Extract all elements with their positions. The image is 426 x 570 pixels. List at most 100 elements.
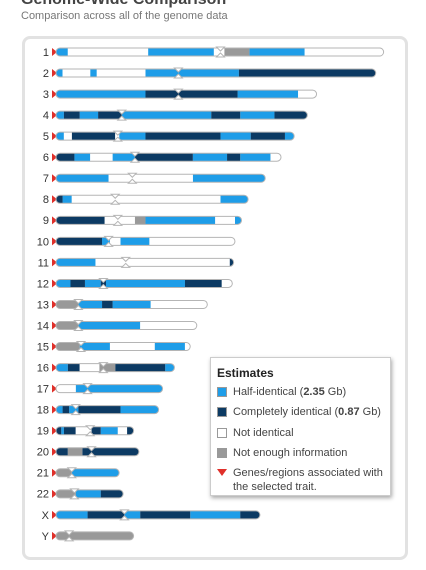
segment xyxy=(117,426,128,435)
segment xyxy=(67,363,80,372)
centromere-bottom xyxy=(215,52,226,58)
segment xyxy=(229,258,234,267)
segment xyxy=(67,447,83,456)
chromosome-outline xyxy=(55,89,318,99)
chromosome xyxy=(56,426,134,435)
chromosome-outline xyxy=(55,236,236,246)
chromosome-outline xyxy=(55,152,282,162)
trait-marker xyxy=(52,342,57,351)
segment xyxy=(56,258,96,267)
legend-text: 0.87 xyxy=(338,406,360,418)
centromere-bottom xyxy=(86,452,97,458)
segment xyxy=(112,153,135,162)
chromosome-label: 11 xyxy=(38,257,49,269)
segment xyxy=(240,111,275,120)
segment xyxy=(56,132,64,141)
chromosome xyxy=(56,489,124,498)
segment xyxy=(70,279,85,288)
chromosome-outline xyxy=(55,489,124,499)
segment xyxy=(75,384,163,393)
trait-marker xyxy=(52,195,57,204)
chromosome-label: 19 xyxy=(37,426,49,438)
legend-text: Not identical xyxy=(233,427,294,439)
segment xyxy=(56,447,68,456)
centromere-top xyxy=(70,404,81,410)
segment xyxy=(145,69,239,78)
trait-marker xyxy=(52,90,57,99)
segment xyxy=(140,321,197,330)
legend-text: 2.35 xyxy=(303,386,325,398)
centromere-top xyxy=(127,172,138,178)
segment xyxy=(184,342,191,351)
segment xyxy=(140,510,191,519)
centromere-top xyxy=(173,88,184,94)
chromosome-outline xyxy=(55,321,198,331)
centromere-top xyxy=(98,362,109,368)
chromosome-label: 6 xyxy=(43,152,49,164)
centromere-top xyxy=(120,256,131,263)
chromosome xyxy=(56,195,249,204)
trait-marker xyxy=(52,216,57,225)
segment xyxy=(69,405,79,414)
centromere-bottom xyxy=(85,431,96,437)
segment xyxy=(87,510,125,519)
trait-marker xyxy=(52,447,57,456)
segment xyxy=(61,426,64,435)
legend-text: Completely identical ( xyxy=(233,406,339,418)
segment xyxy=(62,69,91,78)
segment xyxy=(270,153,281,162)
chromosome xyxy=(56,237,235,246)
trait-marker xyxy=(52,48,57,56)
legend-swatch xyxy=(217,407,227,417)
centromere-top xyxy=(110,193,121,199)
legend-label: Not identical xyxy=(233,426,294,440)
legend-text: Genes/regions associated with the select… xyxy=(233,467,383,493)
segment xyxy=(115,363,166,372)
segment xyxy=(56,69,63,78)
segment xyxy=(56,300,79,309)
segment xyxy=(220,195,249,204)
legend-title: Estimates xyxy=(217,366,274,380)
chromosome-outline xyxy=(55,299,208,309)
segment xyxy=(192,153,228,162)
trait-marker xyxy=(52,279,57,288)
chromosome xyxy=(56,321,197,330)
segment xyxy=(56,195,63,204)
segment xyxy=(227,153,241,162)
chromosome-outline xyxy=(55,173,266,183)
trait-marker xyxy=(52,405,57,414)
centromere-bottom xyxy=(116,115,127,121)
centromere-bottom xyxy=(112,136,124,142)
segment xyxy=(304,48,384,56)
trait-marker xyxy=(52,69,57,78)
centromere-bottom xyxy=(173,94,184,100)
chromosome xyxy=(56,153,281,162)
segment xyxy=(56,111,64,120)
centromere-top xyxy=(119,509,130,515)
segment xyxy=(71,195,221,204)
chromosome xyxy=(56,447,139,456)
segment xyxy=(62,405,70,414)
segment xyxy=(75,426,92,435)
centromere-top xyxy=(75,341,87,347)
trait-marker xyxy=(52,531,57,540)
chromosome-label: 1 xyxy=(43,47,49,59)
segment xyxy=(56,510,88,519)
chromosome-label: 21 xyxy=(37,468,49,480)
segment xyxy=(56,468,72,477)
centromere-bottom xyxy=(98,367,109,374)
segment xyxy=(67,48,149,56)
segment xyxy=(115,132,120,141)
chromosome-label: X xyxy=(42,510,50,522)
segment xyxy=(284,132,295,141)
segment xyxy=(82,447,139,456)
centromere-bottom xyxy=(66,473,77,479)
chromosome-label: 4 xyxy=(43,110,49,122)
title: Genome-Wide Comparison xyxy=(21,0,226,9)
centromere-bottom xyxy=(119,515,130,521)
chromosome xyxy=(56,90,317,99)
centromere-bottom xyxy=(103,241,114,247)
centromere-top xyxy=(86,446,97,452)
